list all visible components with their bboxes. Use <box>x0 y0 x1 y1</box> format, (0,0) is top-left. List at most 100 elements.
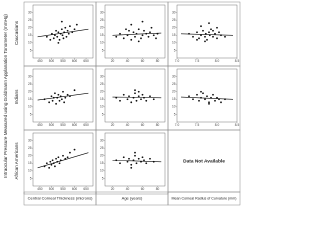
point <box>134 151 136 154</box>
y-tick-label: 30 <box>100 10 104 14</box>
y-tick-label: 15 <box>28 161 32 165</box>
point <box>130 23 133 26</box>
point <box>140 37 142 40</box>
point <box>119 162 121 165</box>
point <box>128 157 130 160</box>
point <box>149 31 151 34</box>
x-tick-label: 80 <box>156 59 160 63</box>
point <box>119 32 121 35</box>
x-tick-label: 650 <box>83 187 89 191</box>
point <box>58 99 61 102</box>
x-tick-label: 20 <box>111 59 115 63</box>
point <box>220 101 222 104</box>
point <box>204 35 206 38</box>
point <box>128 29 130 32</box>
point <box>208 31 210 34</box>
y-tick-label: 25 <box>100 82 104 86</box>
point <box>64 26 67 29</box>
point <box>73 28 76 31</box>
point <box>196 38 198 41</box>
point <box>51 99 54 102</box>
point <box>57 41 60 44</box>
point <box>145 99 148 102</box>
point <box>122 93 125 96</box>
x-tick-label: 550 <box>60 59 66 63</box>
plot-area <box>32 132 94 187</box>
x-tick-label: 40 <box>126 123 130 127</box>
point <box>69 151 71 154</box>
point <box>143 159 145 162</box>
point <box>130 163 133 166</box>
point <box>126 98 129 101</box>
x-tick-label: 550 <box>60 187 66 191</box>
y-tick-label: 30 <box>28 10 32 14</box>
y-tick-label: 20 <box>100 26 104 30</box>
point <box>62 37 65 40</box>
y-tick-label: 30 <box>172 10 176 14</box>
point <box>147 35 150 38</box>
point <box>208 101 210 104</box>
point <box>115 35 118 38</box>
point <box>73 89 76 92</box>
point <box>55 102 57 105</box>
point <box>198 99 200 102</box>
point <box>62 154 64 157</box>
point <box>122 37 125 40</box>
y-tick-label: 20 <box>28 154 32 158</box>
point <box>132 31 135 34</box>
row-label: Indians <box>14 89 19 105</box>
point <box>61 34 64 37</box>
y-tick-label: 5 <box>174 112 176 116</box>
point <box>152 98 155 101</box>
point <box>214 99 216 102</box>
point <box>224 35 226 38</box>
point <box>216 96 218 99</box>
point <box>192 35 194 38</box>
trend-line <box>112 96 162 99</box>
y-tick-label: 20 <box>100 90 104 94</box>
y-tick-label: 20 <box>28 26 32 30</box>
y-tick-label: 15 <box>100 33 104 37</box>
point <box>48 101 51 104</box>
point <box>51 159 54 162</box>
y-tick-label: 30 <box>172 74 176 78</box>
x-tick-label: 7.5 <box>195 123 200 127</box>
point <box>149 95 151 98</box>
panel-border <box>23 129 97 195</box>
panel-border <box>167 1 241 67</box>
x-tick-label: 80 <box>156 187 160 191</box>
point <box>202 92 204 95</box>
trend-line <box>112 159 162 163</box>
x-tick-label: 7.0 <box>175 123 180 127</box>
x-tick-label: 8.0 <box>215 59 220 63</box>
point <box>196 93 198 96</box>
y-tick-label: 15 <box>28 33 32 37</box>
trend-line <box>37 28 89 38</box>
x-tick-label: 8.5 <box>235 59 240 63</box>
y-tick-label: 10 <box>172 105 176 109</box>
x-tick-label: 60 <box>141 123 145 127</box>
y-axis-label: Intraocular Pressure Measured using Gold… <box>3 14 8 178</box>
trend-line <box>180 33 234 36</box>
plot-area <box>104 4 166 59</box>
point <box>130 101 133 104</box>
y-tick-label: 5 <box>102 176 104 180</box>
y-tick-label: 20 <box>172 26 176 30</box>
point <box>216 26 218 29</box>
point <box>54 34 56 37</box>
x-tick-label: 500 <box>49 123 55 127</box>
point <box>66 29 69 32</box>
x-tick-label: 500 <box>49 187 55 191</box>
point <box>45 35 48 38</box>
y-tick-label: 10 <box>100 169 104 173</box>
point <box>152 34 155 37</box>
y-tick-label: 10 <box>100 41 104 45</box>
column-label: Central Corneal Thickness (microns) <box>28 196 94 201</box>
x-tick-label: 600 <box>72 123 78 127</box>
point <box>210 28 212 31</box>
y-tick-label: 5 <box>102 48 104 52</box>
y-tick-label: 10 <box>28 41 32 45</box>
panel-border <box>167 65 241 131</box>
trend-line <box>37 152 89 169</box>
point <box>188 95 190 98</box>
